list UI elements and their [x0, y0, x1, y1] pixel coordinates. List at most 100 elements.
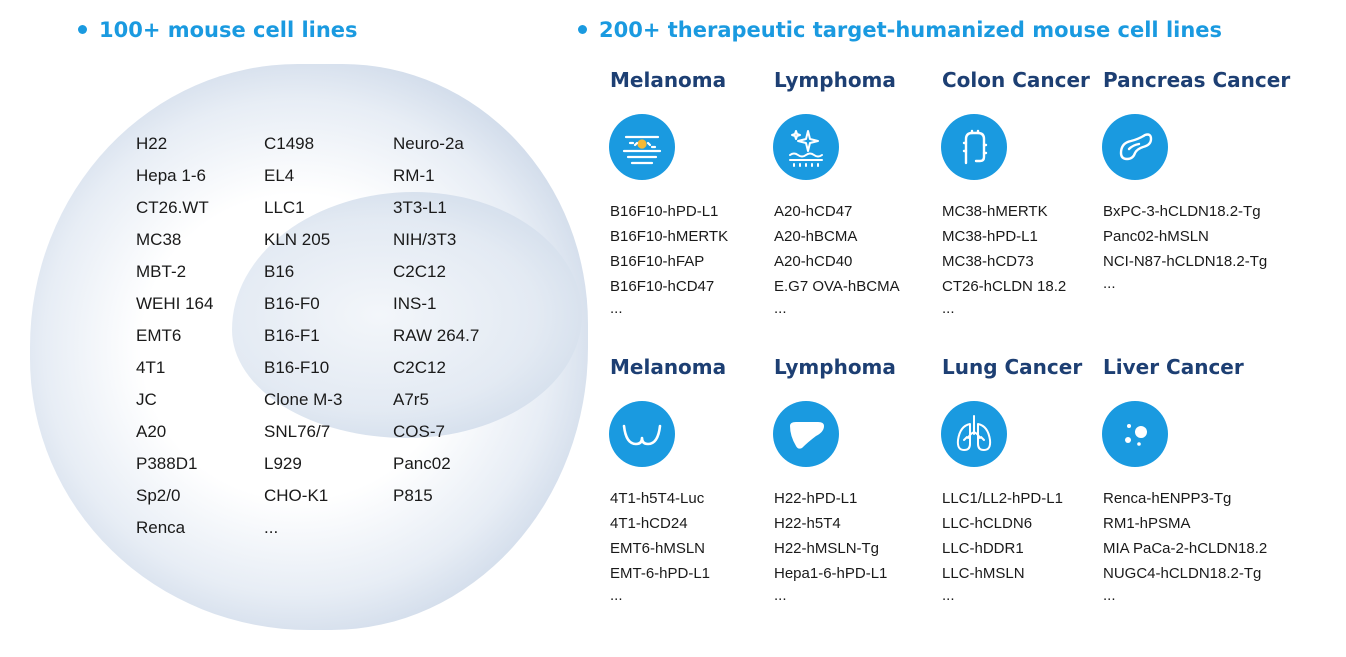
cell-line-item: MC38 — [136, 230, 182, 249]
list-item: 4T1-hCD24 — [610, 515, 688, 532]
cell-line-item: Neuro-2a — [393, 134, 464, 153]
list-item: ... — [610, 300, 623, 317]
cell-line-item: B16-F10 — [264, 358, 330, 377]
mouse-cell-lines-title: 100+ mouse cell lines — [78, 18, 358, 42]
list-item: MC38-hMERTK — [942, 203, 1048, 220]
list-item: LLC-hMSLN — [942, 565, 1025, 582]
sparkle-tissue-icon — [773, 114, 839, 180]
cancer-block-melanoma-1: Melanoma B16F10-hPD-L1 B16F10-hMERTK B16… — [609, 66, 790, 327]
cell-line-list: MC38-hMERTK MC38-hPD-L1 MC38-hCD73 CT26-… — [942, 202, 1122, 327]
cell-line-item: Clone M-3 — [264, 390, 343, 409]
cancer-name: Liver Cancer — [1103, 355, 1244, 379]
cell-line-item: A20 — [136, 422, 167, 441]
cancer-name: Pancreas Cancer — [1103, 68, 1291, 92]
cancer-block-lymphoma-2: Lymphoma H22-hPD-L1 H22-h5T4 H22-hMSLN-T… — [773, 353, 954, 614]
cell-line-item: C2C12 — [393, 358, 446, 377]
list-item: ... — [774, 300, 787, 317]
cancer-block-lymphoma-1: Lymphoma A20-hCD47 A20-hBCMA A20-hCD40 E… — [773, 66, 954, 327]
cancer-name: Melanoma — [610, 355, 727, 379]
cancer-block-pancreas: Pancreas Cancer BxPC-3-hCLDN18.2-Tg Panc… — [1102, 66, 1291, 302]
cell-line-item: B16 — [264, 262, 295, 281]
list-item: B16F10-hFAP — [610, 253, 705, 270]
cell-line-item: RM-1 — [393, 166, 435, 185]
list-item: NUGC4-hCLDN18.2-Tg — [1103, 565, 1262, 582]
cell-line-item: Renca — [136, 518, 186, 537]
cell-line-item: Hepa 1-6 — [136, 166, 206, 185]
bullet-dot-icon — [78, 24, 87, 34]
cell-line-item: C2C12 — [393, 262, 446, 281]
cell-line-item: INS-1 — [393, 294, 437, 313]
list-item: LLC-hDDR1 — [942, 540, 1024, 557]
list-item: CT26-hCLDN 18.2 — [942, 278, 1067, 295]
list-item: Hepa1-6-hPD-L1 — [774, 565, 888, 582]
cell-line-item: P388D1 — [136, 454, 198, 473]
cell-line-item: RAW 264.7 — [393, 326, 480, 345]
pancreas-icon — [1102, 114, 1168, 180]
humanized-cell-lines-title: 200+ therapeutic target-humanized mouse … — [578, 18, 1222, 42]
list-item: NCI-N87-hCLDN18.2-Tg — [1103, 253, 1268, 270]
bullet-dot-icon — [578, 24, 587, 34]
list-item: BxPC-3-hCLDN18.2-Tg — [1103, 203, 1261, 220]
list-item: EMT-6-hPD-L1 — [610, 565, 711, 582]
list-item: Renca-hENPP3-Tg — [1103, 490, 1232, 507]
liver-icon — [773, 401, 839, 467]
list-item: Panc02-hMSLN — [1103, 228, 1209, 245]
list-item: LLC-hCLDN6 — [942, 515, 1033, 532]
list-item: EMT6-hMSLN — [610, 540, 706, 557]
skin-layer-icon — [609, 114, 675, 180]
cell-line-item: ... — [264, 518, 279, 537]
cells-icon — [1102, 401, 1168, 467]
list-item: ... — [610, 587, 623, 604]
cell-line-list: B16F10-hPD-L1 B16F10-hMERTK B16F10-hFAP … — [610, 202, 790, 327]
cell-line-item: B16-F1 — [264, 326, 320, 345]
humanized-cell-lines-title-text: 200+ therapeutic target-humanized mouse … — [599, 18, 1223, 42]
cell-line-column-1: H22 Hepa 1-6 CT26.WT MC38 MBT-2 WEHI 164… — [136, 133, 213, 549]
colon-icon — [941, 114, 1007, 180]
cell-line-column-3: Neuro-2a RM-1 3T3-L1 NIH/3T3 C2C12 INS-1… — [393, 133, 479, 517]
list-item: MC38-hPD-L1 — [942, 228, 1038, 245]
cell-line-item: JC — [136, 390, 157, 409]
cancer-name: Lung Cancer — [942, 355, 1083, 379]
cell-line-item: 4T1 — [136, 358, 166, 377]
list-item: E.G7 OVA-hBCMA — [774, 278, 900, 295]
list-item: MC38-hCD73 — [942, 253, 1034, 270]
cell-line-item: EMT6 — [136, 326, 182, 345]
cancer-name: Lymphoma — [774, 68, 896, 92]
cell-line-item: COS-7 — [393, 422, 445, 441]
list-item: ... — [774, 587, 787, 604]
mouse-cell-lines-title-text: 100+ mouse cell lines — [99, 18, 358, 42]
cancer-name: Colon Cancer — [942, 68, 1090, 92]
cancer-block-lung: Lung Cancer LLC1/LL2-hPD-L1 LLC-hCLDN6 L… — [941, 353, 1122, 614]
cancer-block-liver: Liver Cancer Renca-hENPP3-Tg RM1-hPSMA M… — [1102, 353, 1283, 614]
cell-line-list: 4T1-h5T4-Luc 4T1-hCD24 EMT6-hMSLN EMT-6-… — [610, 489, 790, 614]
cell-line-item: C1498 — [264, 134, 315, 153]
cancer-block-melanoma-2: Melanoma 4T1-h5T4-Luc 4T1-hCD24 EMT6-hMS… — [609, 353, 790, 614]
cell-line-item: L929 — [264, 454, 302, 473]
cell-line-item: A7r5 — [393, 390, 429, 409]
cell-line-list: LLC1/LL2-hPD-L1 LLC-hCLDN6 LLC-hDDR1 LLC… — [942, 489, 1122, 614]
nucleus-illustration — [232, 192, 582, 438]
cell-line-list: H22-hPD-L1 H22-h5T4 H22-hMSLN-Tg Hepa1-6… — [774, 489, 954, 614]
list-item: B16F10-hPD-L1 — [610, 203, 719, 220]
cell-line-item: CHO-K1 — [264, 486, 329, 505]
cell-line-item: CT26.WT — [136, 198, 209, 217]
list-item: LLC1/LL2-hPD-L1 — [942, 490, 1063, 507]
list-item: A20-hCD40 — [774, 253, 853, 270]
cell-line-item: Sp2/0 — [136, 486, 181, 505]
list-item: A20-hBCMA — [774, 228, 858, 245]
cell-line-item: 3T3-L1 — [393, 198, 447, 217]
list-item: ... — [1103, 587, 1116, 604]
cell-line-column-2: C1498 EL4 LLC1 KLN 205 B16 B16-F0 B16-F1… — [264, 133, 342, 549]
list-item: A20-hCD47 — [774, 203, 853, 220]
list-item: MIA PaCa-2-hCLDN18.2 — [1103, 540, 1268, 557]
list-item: RM1-hPSMA — [1103, 515, 1191, 532]
list-item: ... — [942, 300, 955, 317]
cell-line-item: NIH/3T3 — [393, 230, 457, 249]
list-item: ... — [1103, 275, 1116, 292]
cancer-block-colon: Colon Cancer MC38-hMERTK MC38-hPD-L1 MC3… — [941, 66, 1122, 327]
cell-line-list: Renca-hENPP3-Tg RM1-hPSMA MIA PaCa-2-hCL… — [1103, 489, 1283, 614]
cell-line-item: LLC1 — [264, 198, 305, 217]
list-item: 4T1-h5T4-Luc — [610, 490, 705, 507]
cell-line-item: EL4 — [264, 166, 295, 185]
list-item: H22-hMSLN-Tg — [774, 540, 880, 557]
